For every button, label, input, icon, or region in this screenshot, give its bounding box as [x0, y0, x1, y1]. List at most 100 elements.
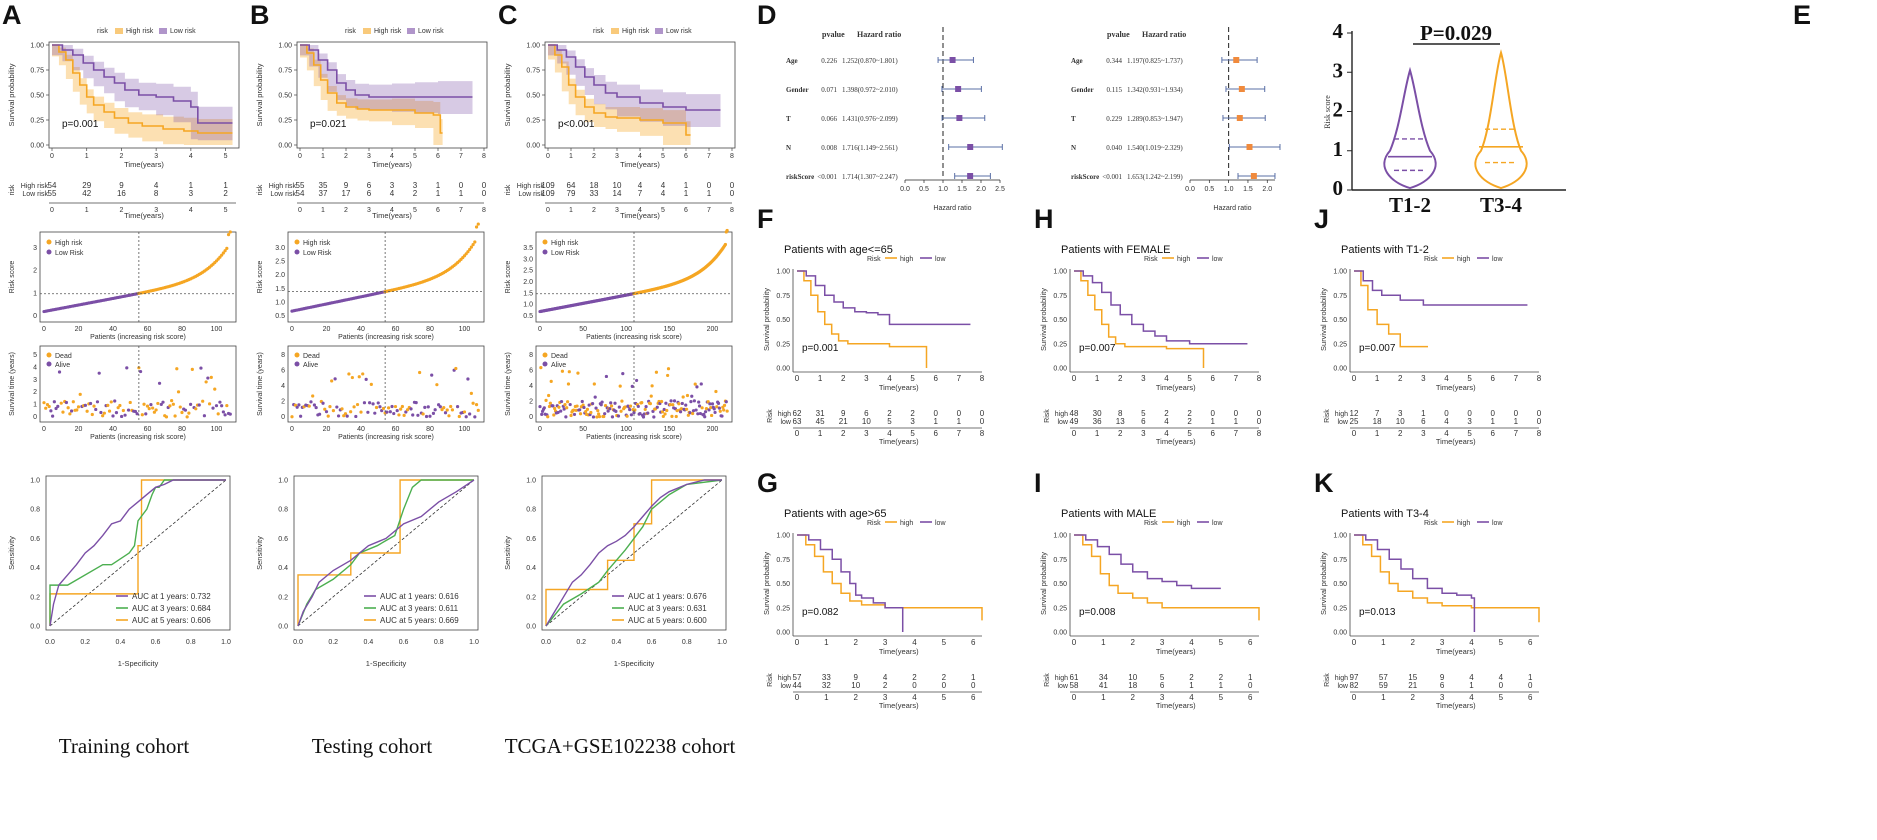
survtime-point	[390, 404, 394, 409]
survtime-point	[213, 387, 217, 391]
subgroup-pvalue: p=0.001	[802, 343, 839, 354]
subgroup-risk-xtick: 8	[980, 429, 985, 438]
survtime-point	[710, 402, 715, 406]
survtime-point	[405, 408, 410, 412]
survtime-point	[476, 408, 480, 412]
subgroup-risk-low: 1	[1234, 417, 1239, 426]
risk-table-xtick: 2	[119, 207, 123, 214]
forest-row-name: riskScore	[786, 173, 814, 181]
survtime-point	[597, 412, 601, 416]
subgroup-risk-xtick: 2	[854, 693, 859, 702]
forest-point	[1246, 144, 1253, 150]
risk-table-low-count: 42	[82, 189, 91, 198]
survtime-point	[424, 414, 429, 419]
survtime-point	[692, 399, 696, 403]
survtime-legend-dead: Dead	[303, 353, 320, 360]
risk-table-high-count: 4	[638, 181, 643, 190]
riskscore-ytick: 1	[33, 290, 37, 297]
survtime-point	[591, 401, 595, 406]
risk-table-high-count: 9	[119, 181, 124, 190]
subgroup-risk-high: 5	[1141, 409, 1146, 418]
subgroup-legend-low: low	[935, 256, 946, 263]
roc-xtick: 1.0	[469, 639, 479, 646]
km-legend-title: risk	[97, 28, 108, 35]
roc-xtick: 0.6	[647, 639, 657, 646]
roc-ytick: 0.6	[30, 536, 40, 543]
km-ytick-label: 1.00	[278, 43, 292, 50]
survtime-point	[606, 409, 610, 413]
survtime-point	[594, 406, 598, 410]
survtime-point	[404, 410, 408, 414]
survtime-point	[618, 384, 622, 388]
km-xtick-label: 1	[569, 153, 573, 160]
survtime-point	[660, 410, 665, 414]
cohort-a: 0.000.250.500.751.000 1 2 3 4 5Time(years)Sur…	[7, 28, 240, 758]
survtime-point	[194, 407, 198, 411]
subgroup-xtick: 5	[1219, 638, 1224, 647]
subgroup-risk-high: 0	[1491, 409, 1496, 418]
survtime-point	[703, 415, 707, 419]
roc-ytick: 0.8	[278, 507, 288, 514]
km-legend-low: Low risk	[418, 28, 444, 35]
riskscore-ytick: 1.0	[523, 302, 533, 309]
risk-table-low-count: 1	[684, 189, 689, 198]
subgroup-legend-low: low	[935, 520, 946, 527]
subgroup-risk-low-label: low	[780, 419, 791, 426]
forest-header-hr: Hazard ratio	[1142, 30, 1186, 39]
survtime-point	[369, 382, 373, 387]
risk-table-low-count: 0	[482, 189, 487, 198]
risk-table-xtick: 1	[85, 207, 89, 214]
roc-diagonal	[49, 479, 227, 627]
subgroup-ylabel: Survival probability	[1319, 552, 1328, 615]
survtime-point	[697, 404, 702, 408]
survtime-point	[629, 413, 634, 417]
subgroup-xtick: 7	[957, 374, 962, 383]
survtime-legend-dead-dot	[542, 352, 548, 358]
subgroup-xtick: 8	[980, 374, 985, 383]
risk-table-low-count: 0	[730, 189, 735, 198]
roc-ytick: 0.2	[526, 594, 536, 601]
riskscore-point	[225, 246, 229, 250]
survtime-point	[585, 407, 590, 412]
survtime-point	[595, 415, 599, 419]
subgroup-risk-xtick: 6	[971, 693, 976, 702]
survtime-point	[688, 411, 692, 415]
subgroup-risk-high: 2	[1219, 673, 1224, 682]
subgroup-risk-low: 0	[1257, 417, 1262, 426]
subgroup-risk-xtick: 2	[1131, 693, 1136, 702]
subgroup-risk-low: 3	[910, 417, 915, 426]
subgroup-risk-low: 0	[1499, 681, 1504, 690]
risk-table-title: risk	[505, 184, 512, 195]
survtime-point	[299, 414, 303, 418]
survtime-point	[228, 412, 232, 416]
survtime-frame	[39, 345, 237, 423]
roc-auc-label: AUC at 1 years: 0.732	[132, 592, 211, 601]
subgroup-ytick: 0.50	[776, 581, 790, 588]
survtime-point	[674, 414, 678, 419]
forest-row-pvalue: <0.001	[817, 173, 837, 181]
violin-ytick-label: 3	[1333, 58, 1344, 82]
survtime-legend-alive-dot	[46, 361, 52, 367]
riskscore-point	[468, 247, 472, 252]
subgroup-xtick: 3	[883, 638, 888, 647]
survtime-xtick: 150	[664, 426, 676, 433]
survtime-point	[109, 400, 113, 404]
subgroup-risk-high: 7	[1375, 409, 1380, 418]
forest-point	[1233, 57, 1240, 63]
km-line-low-risk	[52, 44, 233, 124]
survtime-point	[214, 404, 219, 408]
risk-table-low-label: Low risk	[518, 191, 544, 198]
subgroup-pvalue: p=0.007	[1359, 343, 1396, 354]
survtime-point	[433, 408, 437, 412]
survtime-point	[591, 415, 596, 419]
subgroup-risk-xtick: 1	[1095, 429, 1100, 438]
roc-xtick: 0.4	[612, 639, 622, 646]
subgroup-xlabel: Time(years)	[1156, 383, 1196, 392]
forest-point	[949, 57, 956, 63]
survtime-point	[691, 409, 696, 413]
km-line-high-risk	[300, 44, 443, 134]
subgroup-pvalue: p=0.013	[1359, 607, 1396, 618]
survtime-point	[68, 412, 72, 416]
survtime-point	[431, 411, 436, 415]
km-xtick-label: 0	[546, 153, 550, 160]
